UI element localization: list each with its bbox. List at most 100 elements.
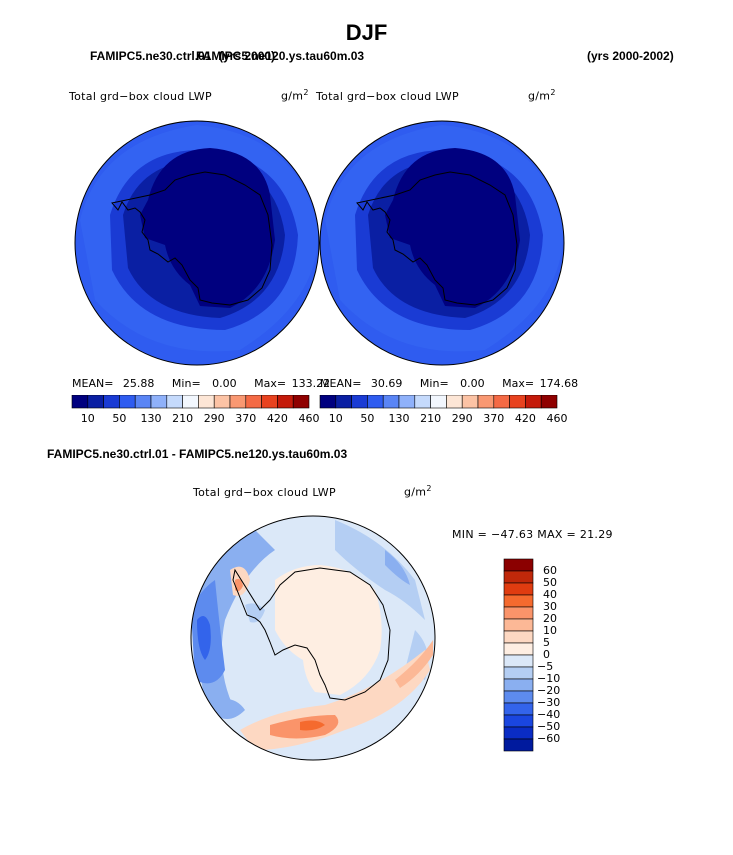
right-map-label: Total grd−box cloud LWP xyxy=(316,90,459,103)
left-colorbar-box xyxy=(213,395,231,409)
legend-label: 20 xyxy=(543,612,557,625)
right-colorbar-tick-label: 50 xyxy=(360,412,375,425)
left-colorbar-box xyxy=(150,395,168,409)
right-colorbar-tick-label: 460 xyxy=(546,412,568,425)
top-maps xyxy=(74,120,565,366)
right-polar-map xyxy=(320,121,564,365)
left-map-label: Total grd−box cloud LWP xyxy=(69,90,212,103)
diff-minmax: MIN = −47.63 MAX = 21.29 xyxy=(452,528,613,541)
legend-label: 5 xyxy=(543,636,550,649)
left-max-label: Max= xyxy=(254,377,287,390)
left-mean-value: 25.88 xyxy=(122,377,155,390)
legend-label: 10 xyxy=(543,624,557,637)
left-case-title: FAMIPC5.ne30.ctrl.01 xyxy=(90,49,212,63)
legend-color-box xyxy=(503,690,534,704)
left-min-label: Min= xyxy=(171,377,201,390)
right-colorbar-box xyxy=(461,395,479,409)
right-map-units: g/m2 xyxy=(528,88,556,103)
legend-color-box xyxy=(503,594,534,608)
right-colorbar-box xyxy=(335,395,352,409)
right-colorbar-box xyxy=(414,395,431,409)
legend-color-box xyxy=(503,702,534,716)
legend-color-box xyxy=(503,570,534,584)
difference-legend-labels: 60 50 40 30 20 10 5 0 −5 −10 −20 −30 −40 −50 −60 xyxy=(537,558,598,758)
left-max-value: 133.22 xyxy=(291,377,331,390)
right-colorbar-ticks: 10 50 130 210 290 370 420 460 xyxy=(0,412,733,428)
left-stats: MEAN= 25.88 Min= 0.00 Max= 133.22 xyxy=(72,377,330,390)
left-colorbar-box xyxy=(182,395,199,409)
left-colorbar-tick-label: 10 xyxy=(80,412,95,425)
legend-color-box xyxy=(503,630,534,644)
difference-title: FAMIPC5.ne30.ctrl.01 - FAMIPC5.ne120.ys.… xyxy=(47,447,348,461)
legend-color-box xyxy=(503,678,534,692)
left-colorbar-tick-label: 420 xyxy=(266,412,288,425)
right-mean-value: 30.69 xyxy=(370,377,403,390)
right-min-label: Min= xyxy=(419,377,449,390)
left-colorbar-box xyxy=(292,395,310,409)
left-colorbar-box xyxy=(103,395,120,409)
right-case-title: FAMIPC5.ne120.ys.tau60m.03 xyxy=(196,49,365,63)
left-colorbar-tick-label: 50 xyxy=(112,412,127,425)
left-colorbar-tick-label: 460 xyxy=(298,412,320,425)
legend-color-box xyxy=(503,606,534,620)
diff-units-text: g/m xyxy=(404,485,427,499)
legend-color-box xyxy=(503,654,534,668)
left-colorbar-box xyxy=(71,395,89,409)
left-colorbar-tick-label: 130 xyxy=(140,412,162,425)
diff-antarctica-coast xyxy=(232,567,391,701)
figure-title: DJF xyxy=(345,20,388,45)
legend-color-box xyxy=(503,582,534,596)
left-colorbar-box xyxy=(166,395,183,409)
left-colorbar-tick-label: 290 xyxy=(203,412,225,425)
right-colorbar-tick-label: 420 xyxy=(514,412,536,425)
legend-label: 0 xyxy=(543,648,550,661)
left-polar-map xyxy=(75,121,319,365)
right-colorbar-box xyxy=(509,395,526,409)
legend-color-box xyxy=(503,738,534,752)
right-colorbar-tick-label: 130 xyxy=(388,412,410,425)
left-colorbar-box xyxy=(229,395,247,409)
right-colorbar-box xyxy=(446,395,463,409)
left-colorbar-box xyxy=(245,395,262,409)
legend-label: −60 xyxy=(537,732,561,745)
right-units-text: g/m xyxy=(528,89,551,103)
right-colorbar-box xyxy=(540,395,558,409)
left-units-sup: 2 xyxy=(303,88,309,97)
right-max-value: 174.68 xyxy=(539,377,579,390)
left-colorbar-tick-label: 370 xyxy=(235,412,257,425)
right-years: (yrs 2000-2002) xyxy=(587,49,674,63)
legend-color-box xyxy=(503,666,534,680)
left-colorbar-box xyxy=(261,395,278,409)
right-colorbar-box xyxy=(477,395,495,409)
legend-label: 60 xyxy=(543,564,557,577)
legend-label: −20 xyxy=(537,684,561,697)
right-units-sup: 2 xyxy=(550,88,556,97)
legend-label: −40 xyxy=(537,708,561,721)
top-colorbars xyxy=(71,395,558,409)
left-colorbar-tick-label: 210 xyxy=(172,412,194,425)
right-stats: MEAN= 30.69 Min= 0.00 Max= 174.68 xyxy=(320,377,578,390)
right-colorbar-box xyxy=(398,395,416,409)
right-colorbar-tick-label: 10 xyxy=(328,412,343,425)
left-colorbar-box xyxy=(119,395,136,409)
diff-units-sup: 2 xyxy=(426,484,432,493)
right-antarctica-coast xyxy=(356,171,518,306)
right-colorbar-box xyxy=(367,395,384,409)
legend-label: 40 xyxy=(543,588,557,601)
legend-color-box xyxy=(503,618,534,632)
legend-label: −50 xyxy=(537,720,561,733)
left-units-text: g/m xyxy=(281,89,304,103)
legend-label: −10 xyxy=(537,672,561,685)
diff-map-label: Total grd−box cloud LWP xyxy=(193,486,336,499)
legend-label: −30 xyxy=(537,696,561,709)
right-colorbar-box xyxy=(382,395,400,409)
right-colorbar-tick-label: 290 xyxy=(451,412,473,425)
legend-color-box xyxy=(503,726,534,740)
difference-legend xyxy=(503,558,534,752)
left-colorbar-ticks: 10 50 130 210 290 370 420 460 xyxy=(0,412,733,428)
right-colorbar-box xyxy=(525,395,542,409)
left-colorbar-box xyxy=(87,395,104,409)
right-colorbar-tick-label: 210 xyxy=(420,412,442,425)
right-colorbar-box xyxy=(430,395,447,409)
left-colorbar-box xyxy=(134,395,152,409)
